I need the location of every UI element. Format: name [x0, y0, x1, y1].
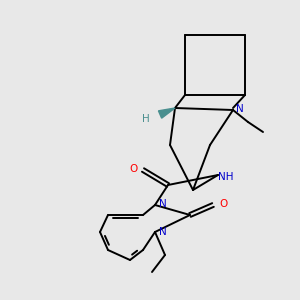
Text: NH: NH: [218, 172, 234, 182]
Polygon shape: [158, 108, 175, 118]
Text: O: O: [129, 164, 137, 174]
Text: O: O: [219, 199, 227, 209]
Text: N: N: [159, 199, 167, 209]
Text: N: N: [159, 227, 167, 237]
Text: N: N: [236, 104, 244, 114]
Text: H: H: [142, 114, 150, 124]
